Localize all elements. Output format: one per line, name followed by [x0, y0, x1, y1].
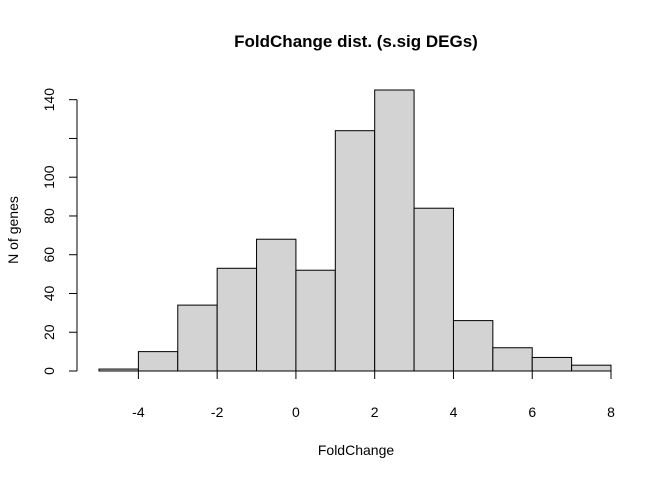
- histogram-bar: [177, 304, 218, 372]
- histogram-bar: [256, 238, 297, 372]
- y-axis: 0 20 40 60 80 100 140: [41, 88, 78, 375]
- histogram-bar: [452, 320, 494, 372]
- histogram-bar: [531, 356, 573, 372]
- y-tick-label: 60: [41, 247, 57, 263]
- x-tick-label: 4: [450, 404, 458, 420]
- y-tick-label: 100: [41, 165, 57, 189]
- x-axis: -4 -2 0 2 4 6 8: [132, 370, 615, 420]
- histogram-bar: [295, 269, 336, 372]
- y-axis-label: N of genes: [5, 196, 21, 264]
- bars-group: [98, 89, 612, 372]
- chart-title: FoldChange dist. (s.sig DEGs): [234, 32, 478, 51]
- x-tick-label: 2: [371, 404, 379, 420]
- x-axis-label: FoldChange: [318, 442, 394, 458]
- y-tick-label: 40: [41, 285, 57, 301]
- y-tick-label: 80: [41, 208, 57, 224]
- y-tick-label: 140: [41, 88, 57, 112]
- x-tick-label: 8: [607, 404, 615, 420]
- histogram-bar: [334, 130, 376, 372]
- histogram-bar: [413, 207, 454, 372]
- y-tick-label: 20: [41, 324, 57, 340]
- y-tick-label: 0: [41, 367, 57, 375]
- histogram-bar: [571, 364, 612, 372]
- x-tick-label: -2: [211, 404, 224, 420]
- histogram-bar: [216, 267, 258, 372]
- histogram-bar: [374, 89, 415, 372]
- histogram-bar: [137, 351, 179, 372]
- x-tick-label: 6: [528, 404, 536, 420]
- histogram-bar: [98, 368, 139, 372]
- x-tick-label: -4: [132, 404, 145, 420]
- x-tick-label: 0: [292, 404, 300, 420]
- histogram-bar: [492, 347, 533, 372]
